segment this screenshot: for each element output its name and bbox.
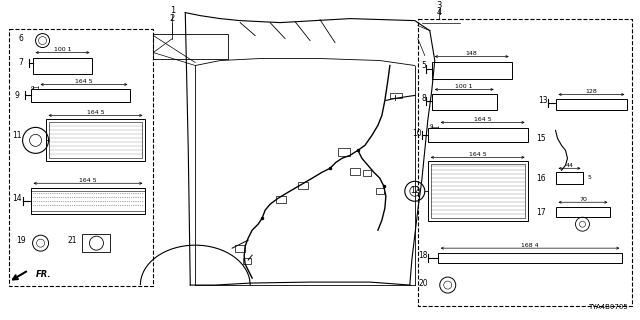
Text: 70: 70: [579, 197, 587, 202]
Text: 100 1: 100 1: [54, 47, 71, 52]
Text: 100 1: 100 1: [456, 84, 473, 89]
Text: 164 5: 164 5: [474, 117, 492, 122]
Text: FR.: FR.: [36, 269, 51, 279]
Text: 12: 12: [410, 186, 420, 195]
Bar: [45, 119, 145, 161]
Text: 20: 20: [418, 279, 428, 288]
Text: 44: 44: [566, 163, 573, 168]
Bar: [428, 161, 527, 221]
Bar: [154, 34, 228, 59]
Text: 18: 18: [419, 251, 428, 260]
Text: 5: 5: [588, 175, 591, 180]
Bar: [243, 258, 251, 264]
Bar: [235, 245, 245, 252]
Text: 11: 11: [12, 131, 21, 140]
Text: 164 5: 164 5: [75, 79, 93, 84]
Bar: [390, 93, 402, 99]
Text: 148: 148: [466, 51, 477, 56]
Bar: [428, 128, 527, 142]
Bar: [350, 168, 360, 175]
Bar: [83, 234, 111, 252]
Text: 1: 1: [170, 6, 175, 15]
Bar: [363, 170, 371, 176]
Bar: [556, 207, 611, 217]
Text: 7: 7: [18, 58, 23, 67]
Text: 4: 4: [436, 8, 442, 17]
Text: 2: 2: [170, 14, 175, 23]
Text: 164 5: 164 5: [86, 110, 104, 115]
Bar: [276, 196, 286, 203]
Bar: [431, 164, 525, 218]
Bar: [438, 253, 622, 263]
Bar: [556, 172, 584, 184]
Bar: [33, 58, 92, 74]
Text: TYA4B0705: TYA4B0705: [588, 304, 627, 310]
Text: 6: 6: [18, 34, 23, 43]
Text: 164 5: 164 5: [469, 152, 486, 157]
Bar: [8, 28, 154, 286]
Bar: [432, 94, 497, 110]
Text: 168 4: 168 4: [521, 243, 539, 248]
Text: 9: 9: [31, 86, 35, 91]
Text: 9: 9: [430, 124, 433, 129]
Text: 15: 15: [536, 134, 545, 143]
Text: 21: 21: [68, 236, 77, 245]
Bar: [376, 188, 384, 194]
Bar: [298, 182, 308, 189]
Text: 128: 128: [586, 89, 597, 94]
Bar: [432, 61, 511, 79]
Text: 16: 16: [536, 174, 545, 183]
Text: 8: 8: [421, 94, 426, 103]
Text: 17: 17: [536, 208, 545, 217]
Text: 13: 13: [538, 96, 548, 105]
Bar: [49, 123, 142, 158]
Text: 5: 5: [421, 61, 426, 70]
Text: 3: 3: [436, 1, 442, 10]
Text: 10: 10: [412, 129, 422, 138]
Bar: [418, 19, 632, 306]
Text: 164 5: 164 5: [79, 178, 97, 183]
Text: 19: 19: [16, 236, 26, 245]
Bar: [31, 90, 131, 102]
Bar: [338, 148, 350, 156]
Text: 14: 14: [12, 194, 21, 203]
Text: 9: 9: [14, 91, 19, 100]
Bar: [31, 188, 145, 214]
Bar: [556, 100, 627, 110]
Bar: [31, 191, 145, 211]
